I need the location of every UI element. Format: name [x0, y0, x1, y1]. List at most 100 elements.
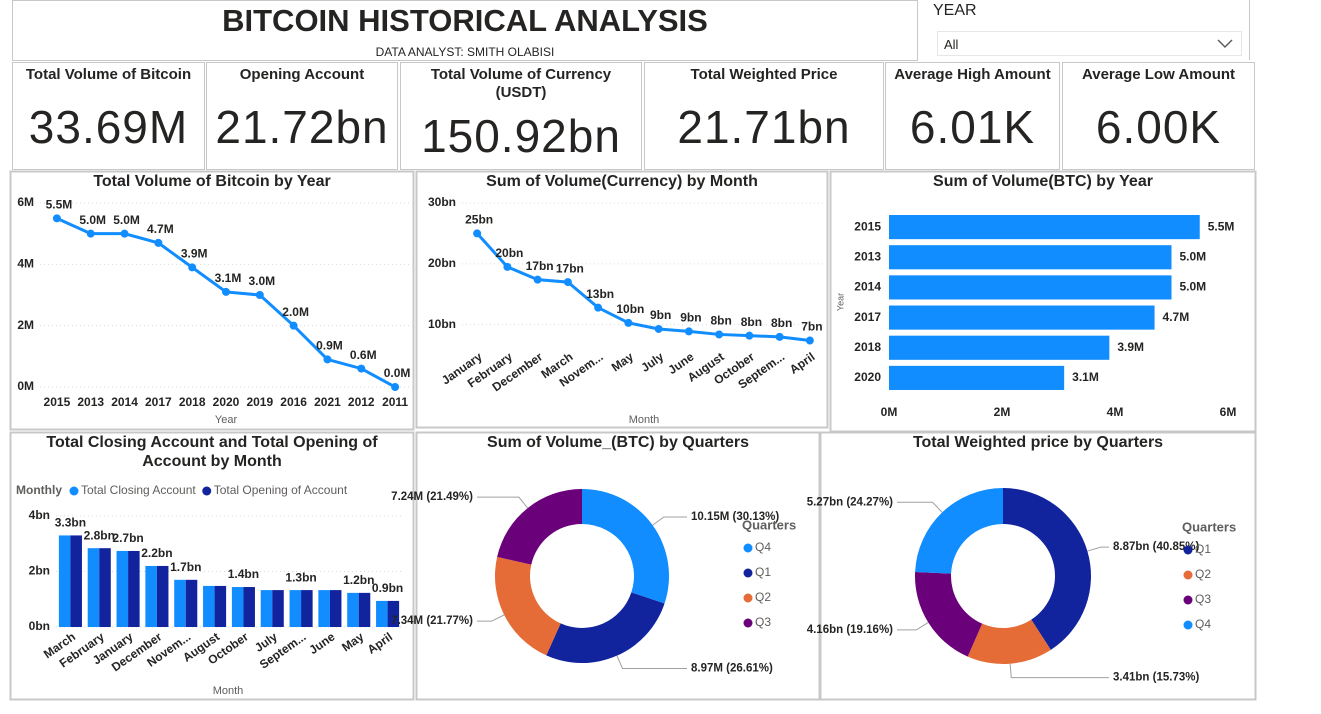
data-label: 3.9M [181, 247, 208, 261]
kpi-label: Average High Amount [894, 66, 1051, 83]
data-label: 20bn [495, 246, 523, 260]
title-box: BITCOIN HISTORICAL ANALYSIS DATA ANALYST… [12, 0, 918, 61]
data-label: 8bn [710, 314, 731, 328]
kpi-label: Total Weighted Price [690, 66, 838, 83]
leader-line [1009, 663, 1109, 679]
leader-line [1087, 546, 1109, 552]
data-label: 5.0M [1180, 280, 1207, 294]
data-label: 7.34M (21.77%) [391, 615, 473, 627]
y-tick-label: 6M [17, 195, 34, 209]
x-axis-title: Month [629, 414, 660, 426]
point [654, 324, 663, 333]
bar [301, 590, 313, 627]
data-label: 5.0M [113, 213, 140, 227]
data-label: 1.4bn [228, 567, 259, 581]
bar [58, 535, 71, 627]
line [476, 232, 811, 343]
leader-line [652, 516, 687, 526]
x-tick-label: 2014 [111, 395, 138, 409]
y-tick-label: 4M [17, 257, 34, 271]
data-label: 0.9M [316, 339, 343, 353]
chart-title: Sum of Volume_(BTC) by Quarters [487, 434, 749, 451]
x-tick-label: 2019 [246, 395, 273, 409]
bar [214, 585, 227, 627]
y-tick-label: 2015 [854, 219, 881, 233]
point [624, 318, 633, 327]
point [533, 275, 542, 284]
point [120, 229, 129, 238]
x-tick-label: 4M [1107, 405, 1124, 419]
data-label: 5.5M [46, 198, 73, 212]
donut-slice [546, 592, 665, 663]
legend-marker [1183, 620, 1193, 630]
kpi-card: Total Volume of Currency (USDT) 150.92bn [400, 62, 642, 170]
leader-line [477, 496, 529, 509]
legend-title: Monthly [16, 483, 62, 497]
point [188, 263, 197, 272]
kpi-value: 33.69M [28, 100, 189, 153]
data-label: 2.7bn [112, 531, 143, 545]
point [323, 355, 332, 364]
bar [203, 585, 215, 627]
donut-slice [582, 489, 669, 604]
data-label: 3.9M [1117, 340, 1144, 354]
chart-title: Total Closing Account and Total Opening … [46, 434, 378, 470]
y-tick-label: 2020 [854, 370, 881, 384]
bar [347, 592, 359, 627]
bar [387, 600, 400, 627]
y-tick-label: 10bn [428, 317, 456, 331]
data-label: 5.0M [1180, 249, 1207, 263]
data-label: 5.27bn (24.27%) [807, 496, 893, 508]
legend-marker [743, 568, 753, 578]
legend-label: Q4 [1195, 617, 1211, 631]
data-label: 8bn [741, 315, 762, 329]
legend-marker [1183, 570, 1193, 580]
x-tick-label: 2016 [280, 395, 307, 409]
legend-label: Q1 [1195, 542, 1211, 556]
data-label: 17bn [526, 259, 554, 273]
x-tick-label: 2013 [77, 395, 104, 409]
legend-label: Total Closing Account [81, 483, 196, 497]
bar [889, 305, 1155, 330]
slicer-label: YEAR [933, 2, 977, 19]
data-label: 10.15M (30.13%) [691, 511, 779, 523]
data-label: 4.16bn (19.16%) [807, 624, 893, 636]
data-label: 1.7bn [170, 560, 201, 574]
data-label: 8.87bn (40.85%) [1113, 541, 1199, 553]
point [154, 238, 163, 247]
y-tick-label: 0M [17, 379, 34, 393]
bar [99, 548, 111, 627]
legend-label: Total Opening of Account [214, 483, 348, 497]
donut-slice [1003, 488, 1091, 650]
y-tick-label: 4bn [29, 508, 50, 522]
kpi-card: Average High Amount 6.01K [885, 62, 1060, 170]
bar [185, 579, 198, 627]
kpi-card: Total Volume of Bitcoin 33.69M [12, 62, 205, 170]
slicer-value: All [944, 37, 959, 52]
donut-slice [494, 556, 561, 656]
chart-panel [829, 170, 1257, 433]
legend-title: Quarters [1182, 519, 1236, 534]
data-label: 9bn [650, 308, 671, 322]
x-tick-label: 2020 [213, 395, 240, 409]
dashboard-subtitle: DATA ANALYST: SMITH OLABISI [375, 45, 555, 59]
x-axis-title: Year [215, 414, 238, 426]
data-label: 25bn [465, 213, 493, 227]
kpi-card: Total Weighted Price 21.71bn [644, 62, 884, 170]
bar [376, 600, 388, 627]
point [745, 331, 754, 340]
legend-marker [69, 486, 79, 496]
legend-label: Q1 [755, 565, 771, 579]
y-tick-label: 20bn [428, 256, 456, 270]
slicer-dropdown[interactable]: All [937, 31, 1242, 56]
data-label: 13bn [586, 287, 614, 301]
legend-label: Q2 [755, 590, 771, 604]
x-tick-label: 2021 [314, 395, 341, 409]
data-label: 7bn [801, 320, 822, 334]
legend-marker [202, 486, 212, 496]
bar [145, 565, 157, 627]
point [222, 287, 230, 296]
x-tick-label: 2015 [44, 395, 71, 409]
chevron-icon [1217, 39, 1233, 49]
